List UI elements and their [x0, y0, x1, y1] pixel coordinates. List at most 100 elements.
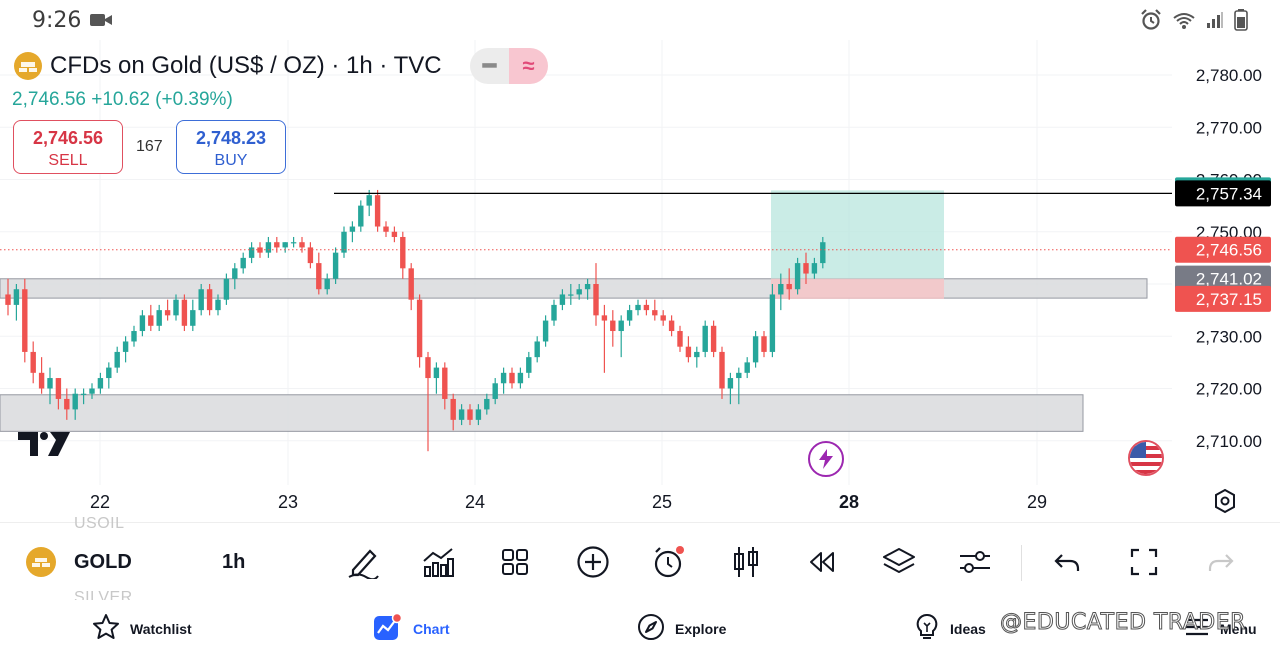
- candle-body: [492, 383, 498, 399]
- replay-icon[interactable]: [803, 543, 841, 581]
- candle-body: [215, 299, 221, 311]
- price-label: 2,741.02: [1196, 270, 1262, 289]
- candle-body: [22, 289, 28, 352]
- candle-body: [526, 357, 532, 373]
- add-icon[interactable]: [574, 543, 612, 581]
- layout-grid-icon[interactable]: [496, 543, 534, 581]
- bottom-navigation: Watchlist Chart Explore Ideas Menu @EDUC…: [0, 600, 1280, 658]
- candle-body: [694, 351, 700, 358]
- candle-body: [148, 315, 154, 326]
- indicators-icon[interactable]: [419, 543, 457, 581]
- nav-watchlist[interactable]: Watchlist: [92, 613, 192, 644]
- interval-selector[interactable]: 1h: [222, 551, 246, 573]
- price-label: 2,757.34: [1196, 184, 1262, 203]
- candle-body: [786, 284, 792, 290]
- candle-body: [358, 205, 364, 227]
- candle-body: [559, 294, 566, 305]
- nav-explore[interactable]: Explore: [637, 613, 726, 646]
- candle-body: [736, 372, 742, 379]
- candle-body: [383, 226, 389, 232]
- layers-icon[interactable]: [880, 543, 918, 581]
- buy-button[interactable]: 2,748.23 BUY: [176, 120, 286, 174]
- nav-ideas-label: Ideas: [950, 621, 986, 637]
- chart-type-candles-icon[interactable]: [727, 543, 765, 581]
- candle-body: [643, 304, 650, 311]
- y-axis-tick-label: 2,720.00: [1196, 380, 1262, 399]
- candle-body: [139, 315, 146, 332]
- candle-body: [660, 315, 666, 321]
- y-axis-tick-label: 2,780.00: [1196, 66, 1262, 85]
- spread-value: 167: [136, 138, 163, 155]
- status-time: 9:26: [32, 8, 82, 33]
- price-label-bg: [1175, 180, 1271, 207]
- price-label-bg: [1175, 265, 1271, 292]
- minimize-legend-button[interactable]: ━: [470, 48, 509, 84]
- gold-symbol-icon[interactable]: [26, 547, 56, 577]
- redo-icon[interactable]: [1202, 543, 1240, 581]
- nav-menu-label: Menu: [1220, 621, 1257, 637]
- x-axis-tick-label: 22: [90, 492, 110, 512]
- us-flag-icon[interactable]: [1128, 440, 1164, 476]
- drawing-pen-icon[interactable]: [344, 543, 382, 581]
- symbol-selector[interactable]: GOLD: [74, 551, 132, 573]
- alert-clock-icon[interactable]: [650, 543, 688, 581]
- signal-icon: [1206, 11, 1224, 34]
- candlestick-chart[interactable]: 2,780.002,770.002,760.002,750.002,740.00…: [0, 40, 1280, 522]
- candle-body: [542, 320, 549, 342]
- candle-body: [710, 325, 717, 352]
- toolbar-divider: [1021, 545, 1022, 581]
- candle-body: [47, 378, 53, 389]
- candle-body: [156, 310, 162, 326]
- nav-menu[interactable]: Menu: [1184, 614, 1257, 644]
- tradingview-logo-icon: [18, 430, 70, 463]
- nav-ideas[interactable]: Ideas: [914, 613, 986, 644]
- chart-style-toggle[interactable]: ━ ≈: [470, 48, 548, 84]
- candle-body: [584, 284, 591, 290]
- position-stop-zone: [771, 278, 944, 299]
- candle-body: [433, 367, 440, 379]
- candle-body: [408, 268, 414, 300]
- nav-chart-label: Chart: [413, 621, 450, 637]
- candle-body: [442, 367, 448, 399]
- fullscreen-icon[interactable]: [1125, 543, 1163, 581]
- compass-icon: [637, 613, 665, 646]
- lightning-icon[interactable]: [808, 441, 844, 477]
- price-label: 2,746.56: [1196, 241, 1262, 260]
- candle-body: [89, 388, 95, 394]
- candle-body: [761, 336, 767, 352]
- candle-body: [551, 304, 557, 321]
- sell-button[interactable]: 2,746.56 SELL: [13, 120, 123, 174]
- settings-sliders-icon[interactable]: [956, 543, 994, 581]
- x-axis-tick-label: 24: [465, 492, 485, 512]
- candle-body: [240, 257, 246, 269]
- candle-body: [106, 367, 112, 379]
- candle-body: [400, 236, 406, 269]
- candle-body: [38, 372, 45, 389]
- candle-body: [576, 289, 582, 295]
- candle-body: [517, 372, 524, 384]
- wave-icon[interactable]: ≈: [509, 48, 548, 84]
- candle-body: [324, 278, 330, 290]
- candle-body: [223, 278, 230, 300]
- candle-body: [290, 242, 297, 244]
- price-label: 2,737.15: [1196, 290, 1262, 309]
- candle-body: [55, 378, 62, 399]
- undo-icon[interactable]: [1048, 543, 1086, 581]
- candle-body: [164, 310, 171, 316]
- chart-legend[interactable]: CFDs on Gold (US$ / OZ) · 1h · TVC: [14, 50, 442, 82]
- previous-symbol[interactable]: USOIL: [74, 515, 125, 532]
- candle-body: [618, 320, 624, 332]
- alarm-icon: [1140, 9, 1162, 36]
- candle-body: [484, 398, 490, 410]
- chart-area[interactable]: 2,780.002,770.002,760.002,750.002,740.00…: [0, 40, 1280, 522]
- candle-body: [677, 331, 683, 347]
- candle-body: [366, 195, 372, 206]
- support-zone: [0, 394, 1084, 432]
- chart-nav-icon: [373, 612, 403, 646]
- candle-body: [769, 294, 776, 352]
- nav-chart[interactable]: Chart: [373, 612, 450, 646]
- candle-body: [702, 325, 708, 352]
- symbol-title: CFDs on Gold (US$ / OZ) · 1h · TVC: [50, 52, 442, 79]
- candle-body: [752, 336, 759, 363]
- chart-settings-icon[interactable]: [1212, 488, 1238, 519]
